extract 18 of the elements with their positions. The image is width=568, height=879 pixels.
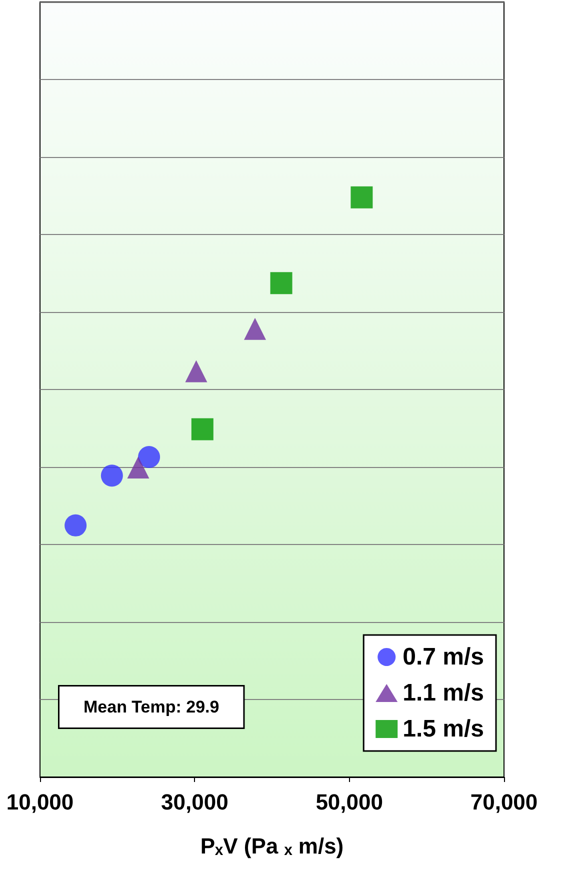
point xyxy=(350,186,373,208)
point xyxy=(100,464,123,487)
x-tick-label: 70,000 xyxy=(470,790,538,814)
x-tick-label: 30,000 xyxy=(161,790,228,814)
point xyxy=(127,456,150,478)
x-axis-title: PₓV (Pa ₓ m/s) xyxy=(200,834,344,858)
point xyxy=(64,514,87,536)
x-tick-label: 50,000 xyxy=(316,790,383,814)
point xyxy=(270,272,292,294)
legend-label: 0.7 m/s xyxy=(402,644,484,670)
legend-label: 1.5 m/s xyxy=(402,716,484,742)
point xyxy=(185,360,208,382)
x-tick-label: 10,000 xyxy=(6,790,74,814)
legend-label: 1.1 m/s xyxy=(402,680,484,706)
point xyxy=(244,318,266,340)
point xyxy=(138,446,160,468)
point xyxy=(191,418,214,440)
annotation: Mean Temp: 29.9 xyxy=(84,698,220,716)
